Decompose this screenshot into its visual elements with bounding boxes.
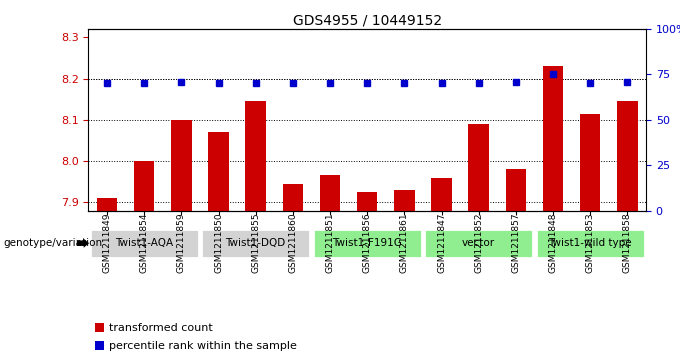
Text: Twist1-wild type: Twist1-wild type bbox=[549, 238, 632, 248]
FancyBboxPatch shape bbox=[313, 229, 422, 258]
Text: GSM1211854: GSM1211854 bbox=[139, 212, 149, 273]
Text: Twist1-F191G: Twist1-F191G bbox=[333, 238, 402, 248]
Text: GSM1211851: GSM1211851 bbox=[326, 212, 335, 273]
Text: Twist1-AQA: Twist1-AQA bbox=[115, 238, 173, 248]
Bar bbox=[134, 161, 154, 211]
Bar bbox=[394, 190, 415, 211]
Text: percentile rank within the sample: percentile rank within the sample bbox=[109, 341, 297, 351]
Text: GSM1211849: GSM1211849 bbox=[103, 212, 112, 273]
Text: GSM1211853: GSM1211853 bbox=[585, 212, 595, 273]
Bar bbox=[431, 178, 452, 211]
Text: GSM1211858: GSM1211858 bbox=[623, 212, 632, 273]
Text: GSM1211855: GSM1211855 bbox=[251, 212, 260, 273]
Title: GDS4955 / 10449152: GDS4955 / 10449152 bbox=[292, 14, 442, 28]
Bar bbox=[283, 184, 303, 211]
Text: GSM1211856: GSM1211856 bbox=[362, 212, 372, 273]
FancyBboxPatch shape bbox=[90, 229, 199, 258]
FancyBboxPatch shape bbox=[536, 229, 645, 258]
Bar bbox=[543, 66, 563, 211]
Text: GSM1211859: GSM1211859 bbox=[177, 212, 186, 273]
Text: GSM1211852: GSM1211852 bbox=[474, 212, 483, 273]
Text: GSM1211861: GSM1211861 bbox=[400, 212, 409, 273]
Bar bbox=[171, 120, 192, 211]
Bar bbox=[617, 101, 638, 211]
Text: vector: vector bbox=[462, 238, 495, 248]
Text: transformed count: transformed count bbox=[109, 323, 214, 333]
Bar bbox=[97, 198, 117, 211]
Bar bbox=[357, 192, 377, 211]
Bar bbox=[580, 114, 600, 211]
Text: GSM1211850: GSM1211850 bbox=[214, 212, 223, 273]
FancyBboxPatch shape bbox=[201, 229, 310, 258]
Bar bbox=[506, 169, 526, 211]
Bar bbox=[245, 101, 266, 211]
Text: GSM1211848: GSM1211848 bbox=[549, 212, 558, 273]
Text: GSM1211847: GSM1211847 bbox=[437, 212, 446, 273]
Text: GSM1211860: GSM1211860 bbox=[288, 212, 297, 273]
Text: genotype/variation: genotype/variation bbox=[3, 238, 103, 248]
Bar bbox=[208, 132, 228, 211]
Bar bbox=[469, 124, 489, 211]
Text: GSM1211857: GSM1211857 bbox=[511, 212, 520, 273]
Bar bbox=[320, 175, 340, 211]
FancyBboxPatch shape bbox=[424, 229, 533, 258]
Text: Twist1-DQD: Twist1-DQD bbox=[226, 238, 286, 248]
